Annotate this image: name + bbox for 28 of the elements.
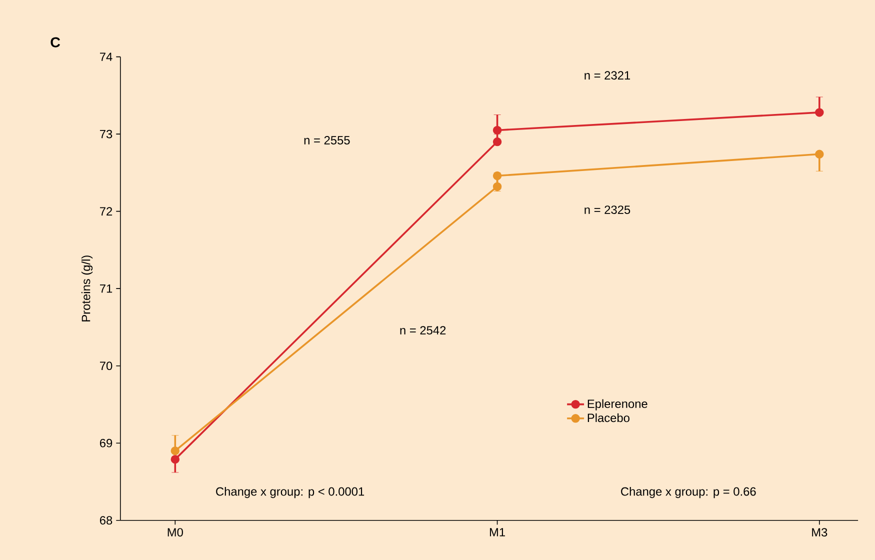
y-tick-label: 70 bbox=[100, 362, 112, 370]
annotation: n = 2321 bbox=[584, 71, 630, 80]
y-tick-label: 74 bbox=[100, 52, 112, 61]
y-tick-label: 71 bbox=[100, 284, 112, 293]
y-tick-label: 68 bbox=[100, 516, 112, 524]
x-tick-label: M3 bbox=[812, 528, 828, 536]
point bbox=[492, 171, 502, 180]
point bbox=[815, 108, 824, 117]
chart-title: C bbox=[50, 37, 60, 48]
annotation: Change x group: p < 0.0001 bbox=[216, 486, 364, 498]
y-tick-label: 73 bbox=[100, 130, 112, 138]
point bbox=[492, 182, 502, 191]
y-axis-title: Proteins (g/l) bbox=[81, 255, 93, 322]
annotation: n = 2325 bbox=[584, 205, 630, 214]
point bbox=[492, 126, 502, 134]
y-tick-label: 69 bbox=[100, 438, 112, 448]
annotation: n = 2542 bbox=[400, 326, 446, 334]
x-tick-label: M0 bbox=[168, 528, 183, 536]
x-tick-label: M1 bbox=[490, 528, 505, 536]
point bbox=[170, 446, 180, 456]
y-tick-label: 72 bbox=[100, 207, 112, 216]
annotation: Change x group: p = 0.66 bbox=[621, 486, 756, 498]
point bbox=[170, 454, 180, 464]
point bbox=[815, 150, 824, 158]
legend-label: Eplerenone bbox=[588, 399, 648, 410]
point bbox=[492, 137, 502, 146]
legend-label: Placebo bbox=[588, 413, 630, 422]
annotation: n = 2555 bbox=[304, 136, 350, 144]
